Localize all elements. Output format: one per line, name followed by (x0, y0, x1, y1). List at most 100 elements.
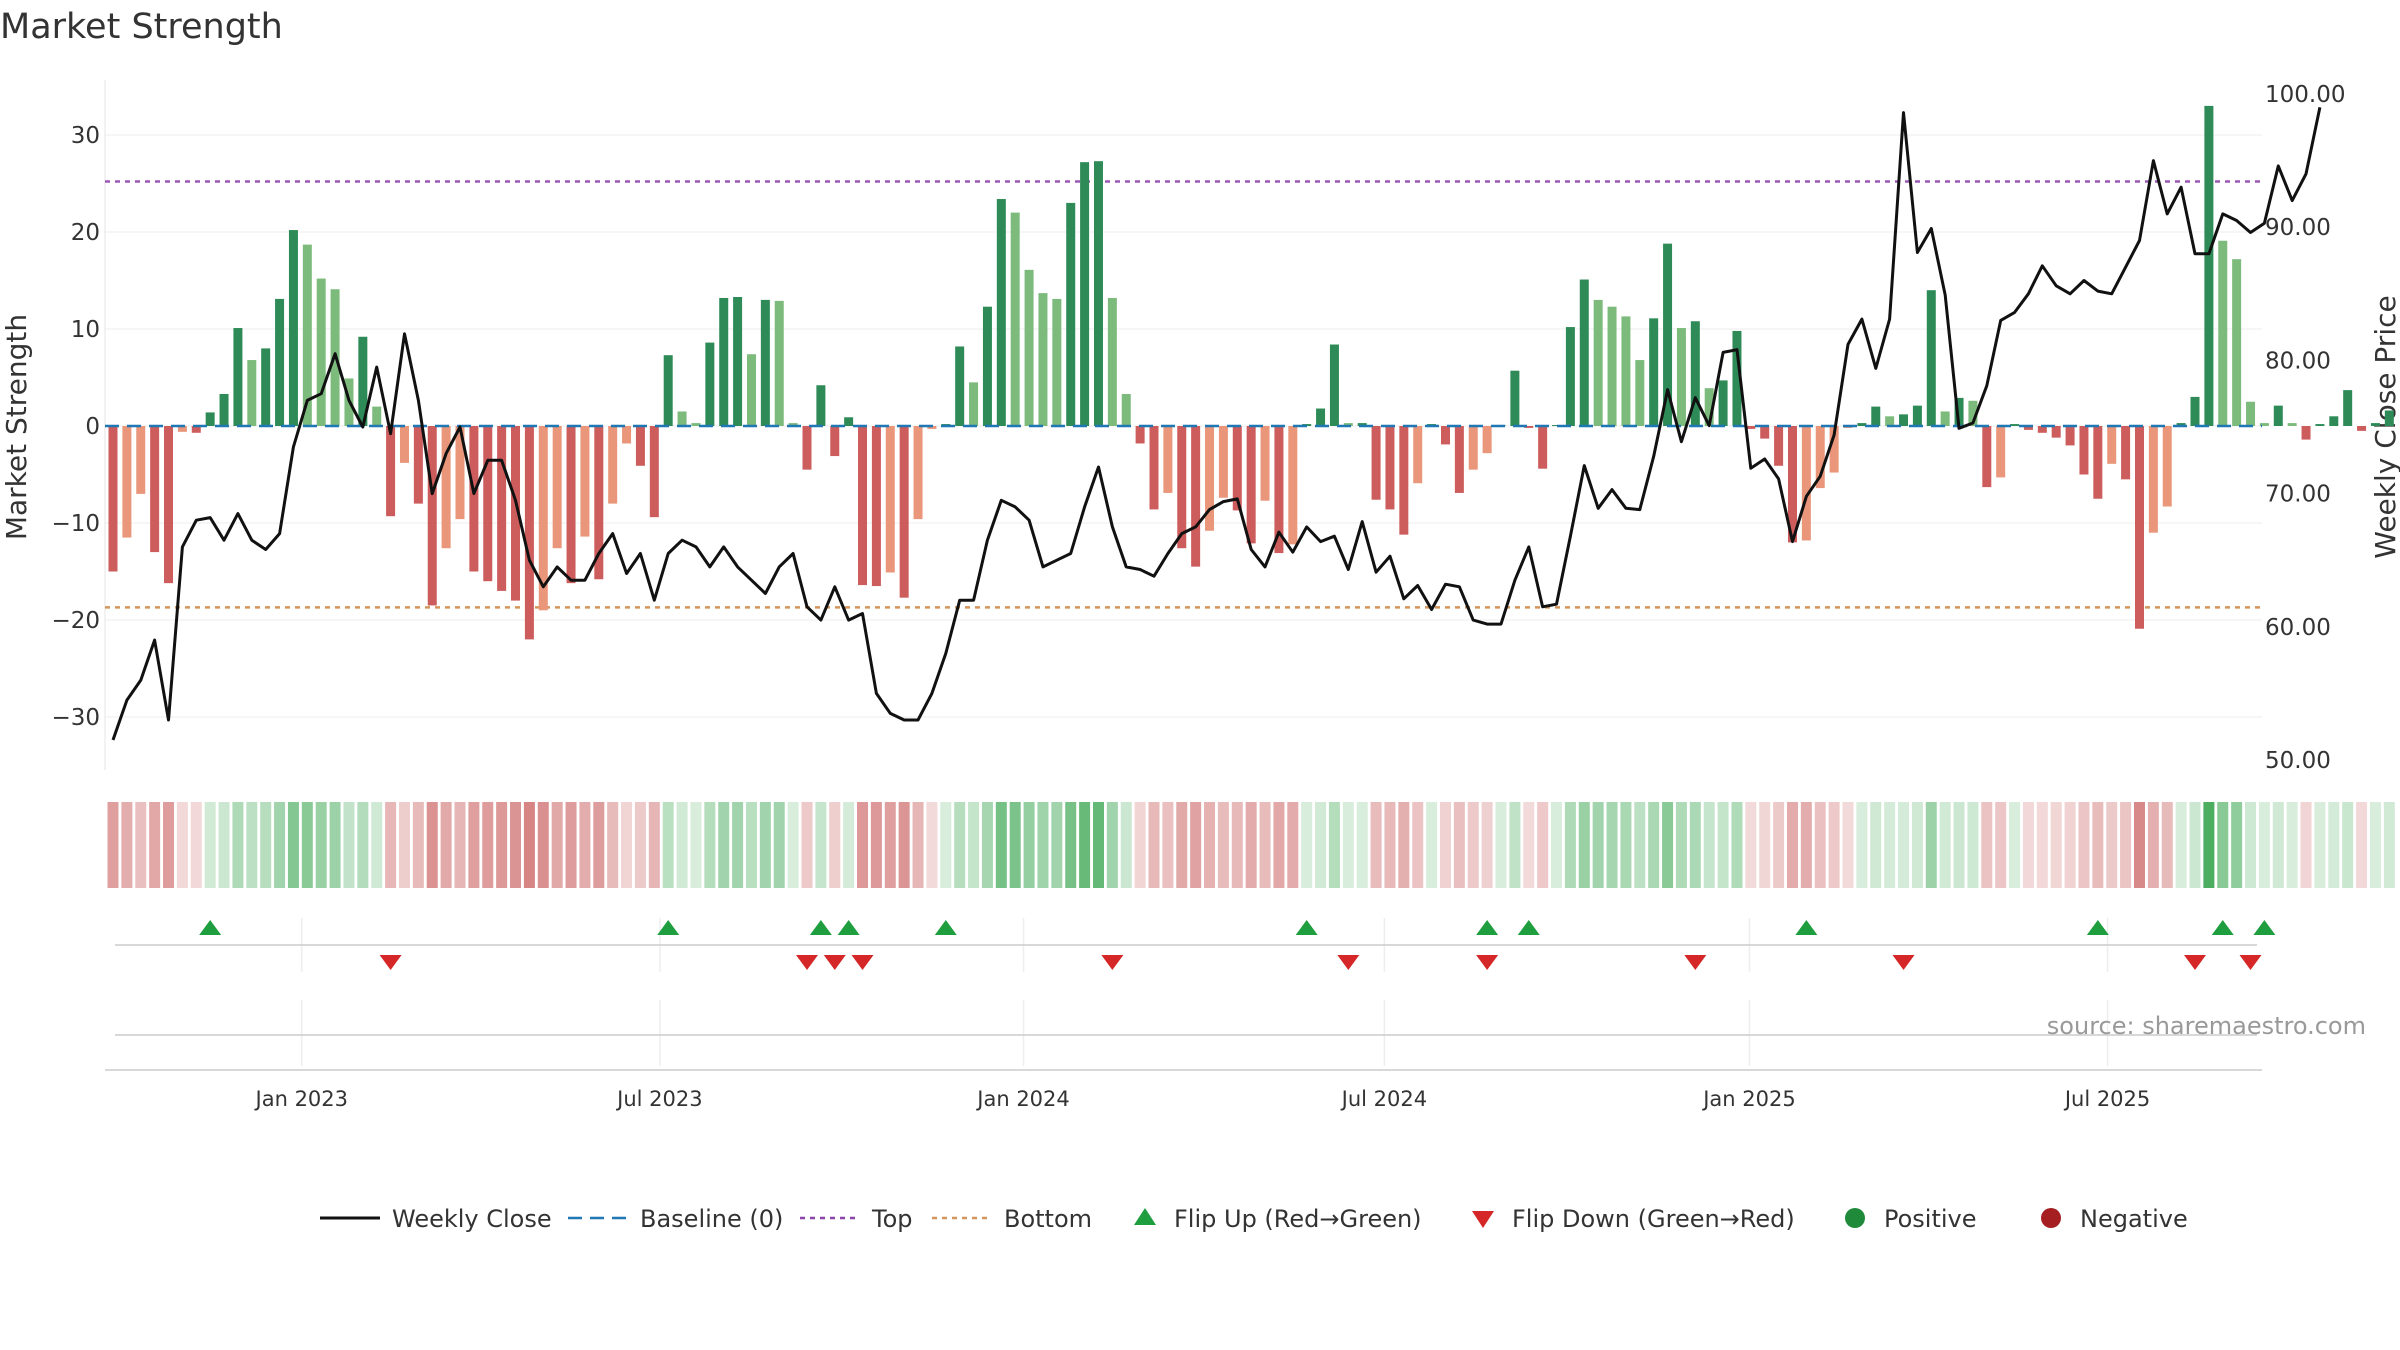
strength-bar (1815, 426, 1825, 489)
heat-cell (176, 802, 188, 888)
strength-bar (1413, 426, 1423, 484)
strength-bar (1760, 426, 1770, 439)
heat-cell (1620, 802, 1632, 888)
heat-cell (1675, 802, 1687, 888)
strength-bar (2218, 240, 2228, 426)
flip-down-marker (851, 955, 874, 970)
strength-bar (1649, 318, 1659, 426)
strength-bar (2051, 426, 2061, 438)
strength-bar (580, 426, 590, 537)
strength-bar (1371, 426, 1381, 500)
right-tick-label: 100.00 (2265, 82, 2345, 108)
heat-cell (1703, 802, 1715, 888)
strength-bar (136, 426, 146, 494)
strength-bar (1177, 426, 1187, 549)
heat-cell (1537, 802, 1549, 888)
legend-label: Positive (1884, 1205, 1977, 1233)
strength-bar (122, 426, 132, 538)
legend-label: Negative (2080, 1205, 2188, 1233)
flip-up-marker (199, 920, 222, 935)
heat-cell (315, 802, 327, 888)
strength-bar (635, 426, 645, 466)
legend-item: Negative (2041, 1205, 2188, 1233)
strength-bar (1316, 408, 1326, 426)
heat-cell (1092, 802, 1104, 888)
heat-cell (621, 802, 633, 888)
strength-bar (705, 342, 715, 426)
strength-bar (288, 230, 298, 426)
heat-cell (1689, 802, 1701, 888)
strength-bar (1024, 269, 1034, 426)
strength-bar (1538, 426, 1548, 469)
heat-cell (1578, 802, 1590, 888)
heat-cell (593, 802, 605, 888)
legend-swatch (1845, 1208, 1865, 1228)
strength-bar (1982, 426, 1992, 488)
right-tick-label: 60.00 (2265, 615, 2331, 641)
strength-bar (108, 426, 118, 572)
heat-cell (1134, 802, 1146, 888)
strength-bar (677, 411, 687, 426)
flip-down-marker (1337, 955, 1360, 970)
strength-bars (108, 105, 2394, 640)
legend-label: Flip Up (Red→Green) (1174, 1205, 1422, 1233)
legend-item: Flip Up (Red→Green) (1134, 1205, 1422, 1233)
heat-cell (1662, 802, 1674, 888)
strength-bar (858, 426, 868, 586)
heat-cell (2286, 802, 2298, 888)
flip-down-marker (2239, 955, 2262, 970)
heat-cell (149, 802, 161, 888)
legend-label: Baseline (0) (640, 1205, 783, 1233)
strength-bar (1107, 297, 1117, 426)
heat-cell (634, 802, 646, 888)
strength-bar (2107, 426, 2117, 464)
strength-bar (233, 328, 243, 426)
strength-bar (566, 426, 576, 584)
heat-cell (496, 802, 508, 888)
strength-bar (955, 346, 965, 426)
heat-cell (1037, 802, 1049, 888)
strength-bar (441, 426, 451, 549)
heat-cell (1426, 802, 1438, 888)
heat-cell (1162, 802, 1174, 888)
x-tick-label: Jul 2023 (615, 1087, 702, 1111)
heat-cell (371, 802, 383, 888)
x-tick-label: Jan 2025 (1701, 1087, 1796, 1111)
heat-cell (357, 802, 369, 888)
heat-cell (968, 802, 980, 888)
strength-bar (802, 426, 812, 470)
heat-cell (2147, 802, 2159, 888)
strength-bar (1829, 426, 1839, 473)
heat-cell (759, 802, 771, 888)
strength-bar (1774, 426, 1784, 466)
heat-cell (648, 802, 660, 888)
strength-bar (663, 355, 673, 426)
strength-bar (483, 426, 493, 582)
strength-bar (1163, 426, 1173, 493)
heat-cell (274, 802, 286, 888)
heat-cell (926, 802, 938, 888)
heat-cell (1023, 802, 1035, 888)
strength-bar (2357, 426, 2367, 431)
strength-bar (469, 426, 479, 572)
strength-bar (2246, 401, 2256, 426)
heat-cell (1245, 802, 1257, 888)
heat-cell (1328, 802, 1340, 888)
strength-bar (788, 423, 798, 426)
heat-cell (1356, 802, 1368, 888)
heat-cell (912, 802, 924, 888)
strength-bar (2148, 426, 2158, 533)
heat-cell (704, 802, 716, 888)
strength-bar (1135, 426, 1145, 444)
strength-bar (1440, 426, 1450, 445)
heat-cell (190, 802, 202, 888)
strength-bar (358, 336, 368, 426)
legend-label: Bottom (1004, 1205, 1092, 1233)
strength-bar (1579, 279, 1589, 426)
heat-cell (607, 802, 619, 888)
heat-cell (2383, 802, 2395, 888)
strength-bar (1288, 426, 1298, 545)
flip-up-marker (837, 920, 860, 935)
strength-bar (1732, 330, 1742, 426)
heat-cell (260, 802, 272, 888)
